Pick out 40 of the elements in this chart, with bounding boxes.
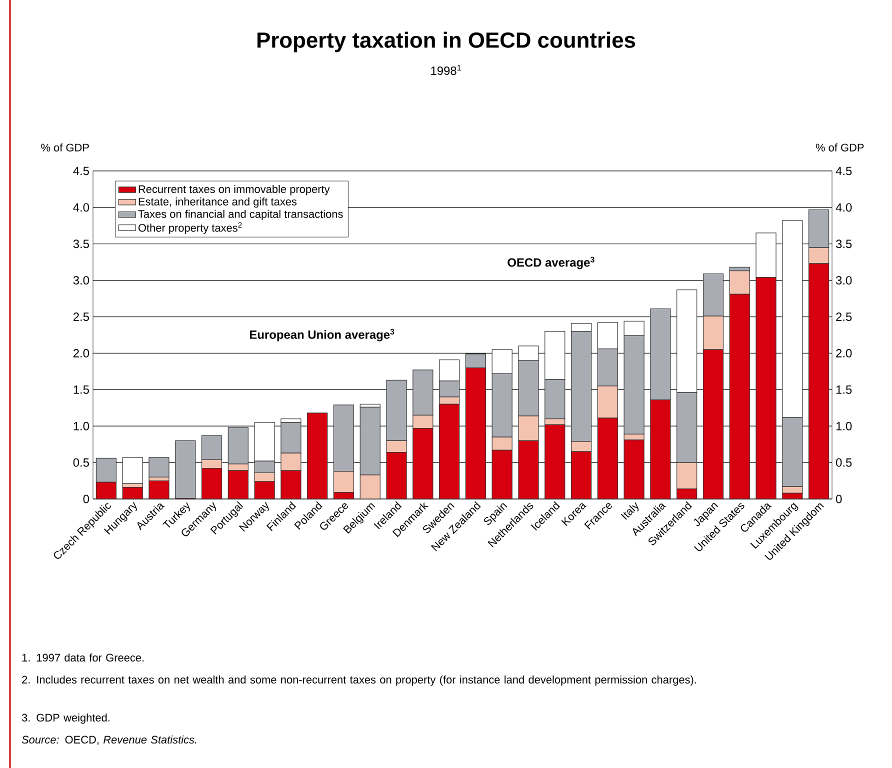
- bar: [148, 480, 170, 500]
- bar: [148, 457, 170, 478]
- y2-tick-label: 3.5: [836, 240, 852, 248]
- y2-tick-label: 1.0: [836, 422, 852, 430]
- legend-label: Recurrent taxes on immovable property: [138, 185, 330, 196]
- y-tick-label: 2.0: [73, 348, 90, 358]
- bar: [122, 487, 143, 500]
- y-tick-label: 3.5: [73, 240, 89, 248]
- bar: [307, 412, 328, 500]
- y2-tick-label: 0: [836, 494, 842, 504]
- annotation: European Union average$^{3}$: [250, 328, 394, 342]
- y-axis-title: % of GDP: [41, 143, 89, 152]
- y-tick-label: 1.5: [74, 385, 89, 394]
- y-tick-label: 0: [83, 494, 90, 504]
- y2-tick-label: 0.5: [836, 458, 852, 467]
- y2-axis-title: % of GDP: [816, 143, 864, 152]
- y2-tick-label: 3.0: [836, 276, 852, 285]
- chart-title: Property taxation in OECD countries: [257, 32, 636, 52]
- y-tick-label: 2.5: [73, 312, 89, 321]
- y-tick-label: 4.5: [73, 166, 89, 176]
- y2-tick-label: 4.5: [836, 166, 852, 176]
- text: 2. Includes recurrent taxes on net wealth and some non-recurrent taxes on property (for instance land development permission charges).: [22, 676, 696, 686]
- text: 1. 1997 data for Greece.: [22, 654, 144, 662]
- y-tick-label: 0.5: [73, 458, 89, 467]
- legend-label: Other property taxes$^{2}$: [138, 222, 242, 234]
- y-tick-label: 4.0: [73, 203, 90, 212]
- y2-tick-label: 1.5: [836, 385, 852, 394]
- annotation: OECD average$^{3}$: [508, 256, 594, 270]
- y-tick-label: 1.0: [74, 422, 90, 430]
- y-tick-label: 3.0: [73, 276, 90, 285]
- legend-label: Taxes on financial and capital transactions: [138, 210, 343, 220]
- y2-tick-label: 2.0: [836, 348, 852, 358]
- bar: [122, 457, 143, 484]
- y2-tick-label: 4.0: [836, 203, 852, 212]
- bar: [175, 440, 196, 499]
- y2-tick-label: 2.5: [836, 312, 852, 321]
- text: 3. GDP weighted.: [22, 714, 110, 724]
- text: Source: OECD, Revenue Statistics.: [22, 736, 196, 745]
- legend-label: Estate, inheritance and gift taxes: [138, 197, 297, 208]
- chart-subtitle: 1998$^{1}$: [431, 65, 461, 75]
